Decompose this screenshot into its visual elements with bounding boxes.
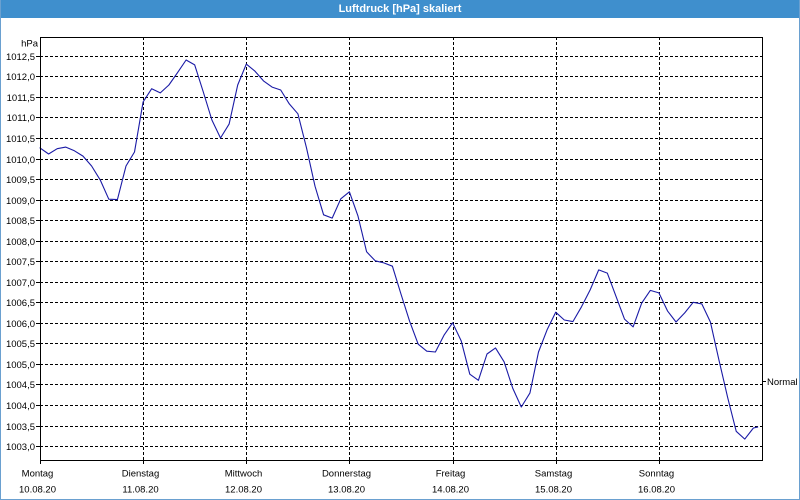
x-tick-day-label: Samstag	[535, 469, 573, 480]
x-tick-date-label: 15.08.20	[535, 485, 572, 496]
y-tick-label: 1011,0	[7, 113, 35, 124]
x-tick-date-label: 11.08.20	[122, 485, 158, 496]
x-tick-date-label: 12.08.20	[225, 485, 262, 496]
series-line	[39, 59, 759, 440]
y-tick-label: 1006,5	[6, 298, 35, 309]
normal-marker-label: Normal	[767, 377, 798, 388]
x-tick-day-label: Sonntag	[639, 469, 674, 480]
y-tick-label: 1006,0	[6, 319, 35, 330]
y-tick-label: 1004,5	[6, 380, 35, 391]
y-tick-label: 1003,5	[6, 422, 35, 433]
x-tick-date-label: 10.08.20	[19, 485, 56, 496]
y-tick-label: 1012,0	[6, 72, 35, 83]
plot-frame	[40, 37, 763, 461]
grid-layer	[40, 37, 762, 460]
title-bar: Luftdruck [hPa] skaliert	[0, 0, 800, 18]
x-tick-day-label: Dienstag	[122, 469, 160, 480]
y-tick-label: 1011,5	[7, 93, 35, 104]
y-tick-label: 1007,0	[6, 278, 35, 289]
y-tick-label: 1005,0	[6, 360, 35, 371]
x-tick-day-label: Donnerstag	[322, 469, 371, 480]
x-tick-date-label: 14.08.20	[432, 485, 469, 496]
x-tick-day-label: Montag	[22, 469, 54, 480]
axes-layer: 1003,0 1003,5 1004,0 1004,5 1005,0 1005,5 1006…	[6, 52, 798, 496]
series-layer	[39, 59, 759, 440]
y-tick-label: 1008,0	[6, 237, 35, 248]
x-tick-day-label: Freitag	[436, 469, 466, 480]
y-tick-label: 1012,5	[6, 52, 35, 63]
y-tick-label: 1010,5	[6, 134, 35, 145]
y-tick-label: 1008,5	[6, 216, 35, 227]
y-tick-label: 1010,0	[6, 155, 35, 166]
x-tick-day-label: Mittwoch	[225, 469, 262, 480]
x-tick-date-label: 16.08.20	[638, 485, 675, 496]
y-tick-label: 1009,5	[6, 175, 35, 186]
y-tick-label: 1004,0	[6, 401, 35, 412]
y-axis-unit-label: hPa	[21, 39, 39, 50]
x-tick-date-label: 13.08.20	[328, 485, 365, 496]
y-tick-label: 1005,5	[6, 339, 35, 350]
y-tick-label: 1007,5	[6, 257, 35, 268]
y-tick-label: 1003,0	[6, 442, 35, 453]
y-tick-label: 1009,0	[6, 196, 35, 207]
chart-title: Luftdruck [hPa] skaliert	[338, 3, 462, 15]
